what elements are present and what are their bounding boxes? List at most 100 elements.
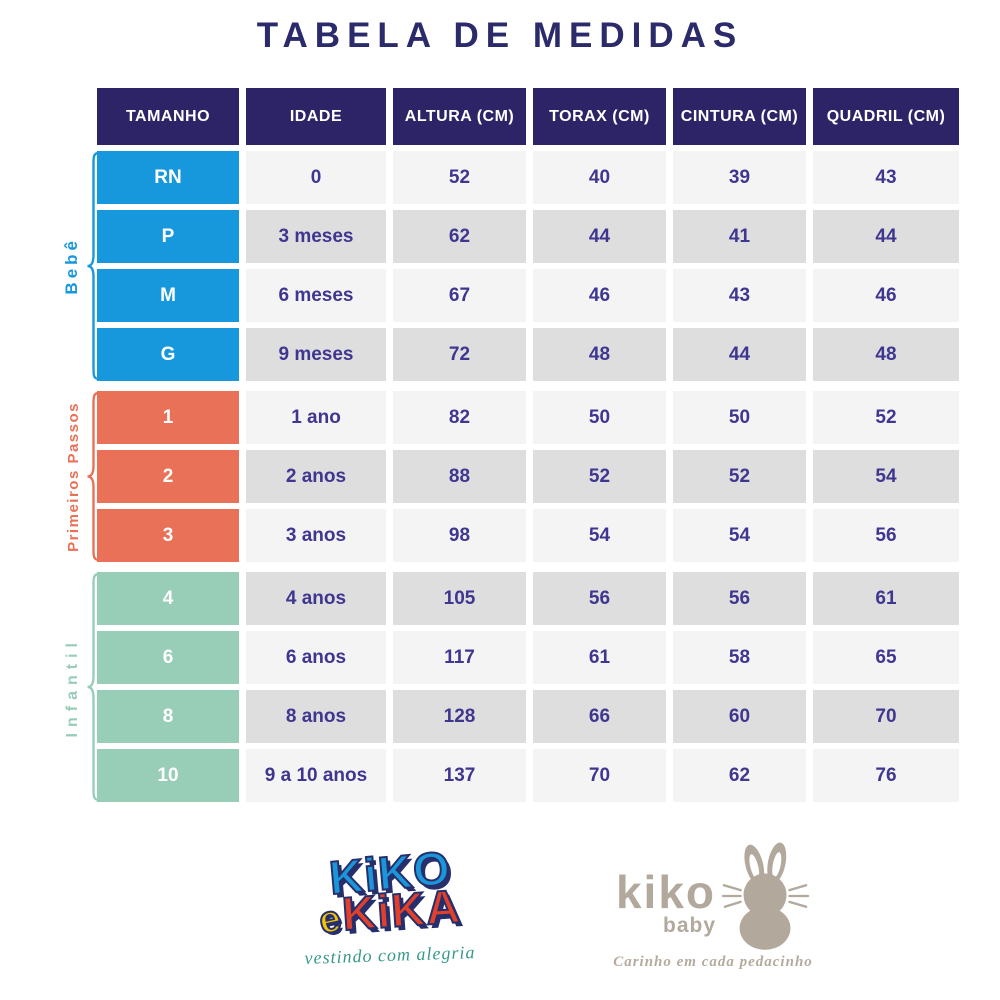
altura-cell: 67 [393,269,526,322]
cintura-cell: 44 [673,328,806,381]
quadril-cell: 54 [813,450,959,503]
size-cell: RN [97,151,239,204]
group-label-text: Bebê [62,237,81,295]
group-label-text: Primeiros Passos [65,401,82,552]
cintura-cell: 62 [673,749,806,802]
kiko-e-letter: e [314,897,345,944]
page-title: TABELA DE MEDIDAS [256,16,744,55]
quadril-cell: 61 [813,572,959,625]
torax-cell: 70 [533,749,666,802]
table-row-rn: RN 0 52 40 39 43 [97,151,959,204]
altura-cell: 117 [393,631,526,684]
kiko-baby-name: kiko [615,866,717,919]
torax-cell: 61 [533,631,666,684]
group-primeiros-passos-rows: 1 1 ano 82 50 50 52 2 2 anos 88 52 52 54… [97,391,959,562]
age-cell: 3 meses [246,210,386,263]
altura-cell: 62 [393,210,526,263]
kiko-e-kika-logo: KiKO e KiKA vestindo com alegria [255,840,525,968]
size-cell: P [97,210,239,263]
measurements-table: TAMANHO IDADE ALTURA (CM) TORAX (CM) CIN… [97,88,959,802]
column-header-quadril: QUADRIL (CM) [813,88,959,145]
quadril-cell: 43 [813,151,959,204]
quadril-cell: 76 [813,749,959,802]
quadril-cell: 56 [813,509,959,562]
age-cell: 4 anos [246,572,386,625]
table-row-3: 3 3 anos 98 54 54 56 [97,509,959,562]
altura-cell: 105 [393,572,526,625]
bunny-icon [722,842,810,950]
kika-wordmark: KiKA [339,879,463,942]
kiko-baby-sub: baby [663,914,717,937]
torax-cell: 66 [533,690,666,743]
quadril-cell: 48 [813,328,959,381]
footer-logos: KiKO e KiKA vestindo com alegria kiko ba… [0,840,1000,1000]
column-header-idade: IDADE [246,88,386,145]
column-header-altura: ALTURA (CM) [393,88,526,145]
torax-cell: 50 [533,391,666,444]
table-row-1: 1 1 ano 82 50 50 52 [97,391,959,444]
age-cell: 2 anos [246,450,386,503]
size-cell: 2 [97,450,239,503]
table-row-p: P 3 meses 62 44 41 44 [97,210,959,263]
column-header-torax: TORAX (CM) [533,88,666,145]
torax-cell: 48 [533,328,666,381]
size-cell: 3 [97,509,239,562]
age-cell: 3 anos [246,509,386,562]
kiko-baby-tagline: Carinho em cada pedacinho [613,954,813,970]
altura-cell: 137 [393,749,526,802]
group-bebe-rows: RN 0 52 40 39 43 P 3 meses 62 44 41 44 M… [97,151,959,381]
size-cell: G [97,328,239,381]
cintura-cell: 50 [673,391,806,444]
group-label-infantil: Infantil [38,572,102,802]
table-header-row: TAMANHO IDADE ALTURA (CM) TORAX (CM) CIN… [97,88,959,145]
cintura-cell: 56 [673,572,806,625]
table-row-2: 2 2 anos 88 52 52 54 [97,450,959,503]
brace-bebe-icon [87,151,101,381]
cintura-cell: 52 [673,450,806,503]
size-cell: 10 [97,749,239,802]
size-cell: 8 [97,690,239,743]
table-row-4: 4 4 anos 105 56 56 61 [97,572,959,625]
age-cell: 9 a 10 anos [246,749,386,802]
size-cell: M [97,269,239,322]
quadril-cell: 44 [813,210,959,263]
altura-cell: 88 [393,450,526,503]
quadril-cell: 65 [813,631,959,684]
table-row-10: 10 9 a 10 anos 137 70 62 76 [97,749,959,802]
table-row-g: G 9 meses 72 48 44 48 [97,328,959,381]
size-cell: 1 [97,391,239,444]
group-label-primeiros-passos: Primeiros Passos [38,391,102,562]
group-label-bebe: Bebê [38,151,102,381]
quadril-cell: 70 [813,690,959,743]
age-cell: 1 ano [246,391,386,444]
age-cell: 8 anos [246,690,386,743]
age-cell: 0 [246,151,386,204]
group-infantil-rows: 4 4 anos 105 56 56 61 6 6 anos 117 61 58… [97,572,959,802]
quadril-cell: 46 [813,269,959,322]
table-row-8: 8 8 anos 128 66 60 70 [97,690,959,743]
group-label-text: Infantil [64,636,81,738]
cintura-cell: 58 [673,631,806,684]
kiko-baby-logo: kiko baby [578,840,848,971]
age-cell: 6 anos [246,631,386,684]
brace-infantil-icon [87,572,101,802]
altura-cell: 52 [393,151,526,204]
age-cell: 6 meses [246,269,386,322]
altura-cell: 98 [393,509,526,562]
size-cell: 4 [97,572,239,625]
cintura-cell: 43 [673,269,806,322]
cintura-cell: 60 [673,690,806,743]
table-row-m: M 6 meses 67 46 43 46 [97,269,959,322]
cintura-cell: 39 [673,151,806,204]
torax-cell: 52 [533,450,666,503]
kiko-e-kika-tagline: vestindo com alegria [304,942,476,969]
torax-cell: 56 [533,572,666,625]
torax-cell: 46 [533,269,666,322]
torax-cell: 54 [533,509,666,562]
cintura-cell: 41 [673,210,806,263]
table-row-6: 6 6 anos 117 61 58 65 [97,631,959,684]
size-cell: 6 [97,631,239,684]
kiko-baby-wordmark: kiko baby [615,866,717,952]
column-header-tamanho: TAMANHO [97,88,239,145]
